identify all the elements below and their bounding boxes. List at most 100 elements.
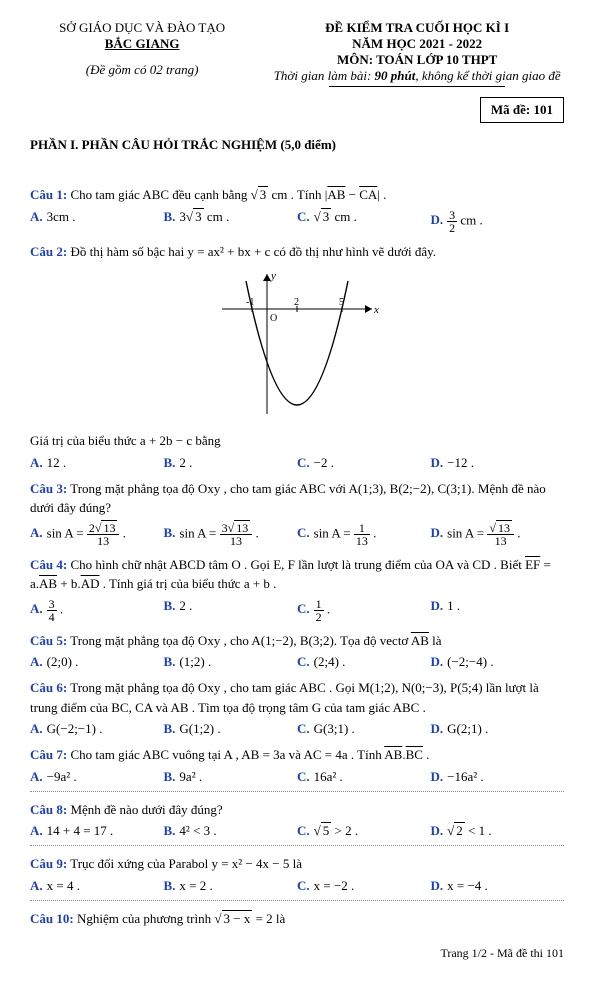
q2-options: A.12 . B.2 . C.−2 . D.−12 . bbox=[30, 455, 564, 471]
q2-optB: B.2 . bbox=[164, 455, 298, 471]
duration-suffix: , không kể thời gian giao đề bbox=[415, 68, 560, 83]
exam-duration: Thời gian làm bài: 90 phút, không kể thờ… bbox=[270, 68, 564, 84]
header: SỞ GIÁO DỤC VÀ ĐÀO TẠO BẮC GIANG (Đề gồm… bbox=[30, 20, 564, 89]
q6-num: Câu 6: bbox=[30, 680, 67, 695]
section-1-title: PHẦN I. PHẦN CÂU HỎI TRẮC NGHIỆM (5,0 đi… bbox=[30, 137, 564, 153]
svg-text:O: O bbox=[270, 313, 277, 324]
q1-optA: A.3cm . bbox=[30, 209, 164, 234]
q1-text1: Cho tam giác ABC đều cạnh bằng bbox=[67, 187, 250, 202]
question-6: Câu 6: Trong mặt phẳng tọa độ Oxy , cho … bbox=[30, 678, 564, 717]
header-right: ĐỀ KIỂM TRA CUỐI HỌC KÌ I NĂM HỌC 2021 -… bbox=[270, 20, 564, 89]
q8-optA: A.14 + 4 = 17 . bbox=[30, 823, 164, 839]
q9-optC: C.x = −2 . bbox=[297, 878, 431, 894]
q9-text: Trục đối xứng của Parabol y = x² − 4x − … bbox=[67, 856, 302, 871]
page-count: (Đề gồm có 02 trang) bbox=[30, 62, 254, 78]
q7-optD: D.−16a² . bbox=[431, 769, 565, 785]
question-10: Câu 10: Nghiệm của phương trình 3 − x = … bbox=[30, 909, 564, 929]
q1-options: A.3cm . B.33 cm . C.3 cm . D.32 cm . bbox=[30, 209, 564, 234]
q1-optB: B.33 cm . bbox=[164, 209, 298, 234]
q10-num: Câu 10: bbox=[30, 911, 74, 926]
org-line1: SỞ GIÁO DỤC VÀ ĐÀO TẠO bbox=[30, 20, 254, 36]
q6-optD: D.G(2;1) . bbox=[431, 721, 565, 737]
q9-optA: A.x = 4 . bbox=[30, 878, 164, 894]
q7-optB: B.9a² . bbox=[164, 769, 298, 785]
duration-prefix: Thời gian làm bài: bbox=[274, 68, 375, 83]
q2-text: Đồ thị hàm số bậc hai y = ax² + bx + c c… bbox=[67, 244, 436, 259]
q7-optA: A.−9a² . bbox=[30, 769, 164, 785]
svg-text:y: y bbox=[270, 270, 276, 282]
q4-num: Câu 4: bbox=[30, 557, 67, 572]
q3-optA: A.sin A = 21313 . bbox=[30, 522, 164, 547]
q6-text: Trong mặt phẳng tọa độ Oxy , cho tam giá… bbox=[30, 680, 539, 715]
q7-optC: C.16a² . bbox=[297, 769, 431, 785]
q6-options: A.G(−2;−1) . B.G(1;2) . C.G(3;1) . D.G(2… bbox=[30, 721, 564, 737]
q5-options: A.(2;0) . B.(1;2) . C.(2;4) . D.(−2;−4) … bbox=[30, 654, 564, 670]
q3-num: Câu 3: bbox=[30, 481, 67, 496]
q2-optA: A.12 . bbox=[30, 455, 164, 471]
question-3: Câu 3: Trong mặt phẳng tọa độ Oxy , cho … bbox=[30, 479, 564, 518]
exam-title3: MÔN: TOÁN LỚP 10 THPT bbox=[270, 52, 564, 68]
header-left: SỞ GIÁO DỤC VÀ ĐÀO TẠO BẮC GIANG (Đề gồm… bbox=[30, 20, 254, 89]
q2-optD: D.−12 . bbox=[431, 455, 565, 471]
q10-text2: = 2 là bbox=[252, 911, 285, 926]
q2-sub: Giá trị của biểu thức a + 2b − c bằng bbox=[30, 431, 564, 451]
q2-chart: x y O -1 2 5 bbox=[30, 269, 564, 423]
q9-num: Câu 9: bbox=[30, 856, 67, 871]
page-footer: Trang 1/2 - Mã đề thi 101 bbox=[30, 946, 564, 961]
q6-optC: C.G(3;1) . bbox=[297, 721, 431, 737]
question-4: Câu 4: Cho hình chữ nhật ABCD tâm O . Gọ… bbox=[30, 555, 564, 594]
q8-num: Câu 8: bbox=[30, 802, 67, 817]
q9-optD: D.x = −4 . bbox=[431, 878, 565, 894]
q7-options: A.−9a² . B.9a² . C.16a² . D.−16a² . bbox=[30, 769, 564, 785]
exam-title2: NĂM HỌC 2021 - 2022 bbox=[270, 36, 564, 52]
q5-text1: Trong mặt phẳng tọa độ Oxy , cho A(1;−2)… bbox=[67, 633, 411, 648]
org-line2: BẮC GIANG bbox=[30, 36, 254, 52]
q1-optD: D.32 cm . bbox=[431, 209, 565, 234]
exam-title1: ĐỀ KIỂM TRA CUỐI HỌC KÌ I bbox=[270, 20, 564, 36]
q5-optB: B.(1;2) . bbox=[164, 654, 298, 670]
q4-optC: C.12 . bbox=[297, 598, 431, 623]
q3-options: A.sin A = 21313 . B.sin A = 31313 . C.si… bbox=[30, 522, 564, 547]
q6-optB: B.G(1;2) . bbox=[164, 721, 298, 737]
question-2: Câu 2: Đồ thị hàm số bậc hai y = ax² + b… bbox=[30, 242, 564, 262]
q8-text: Mệnh đề nào dưới đây đúng? bbox=[67, 802, 222, 817]
question-8: Câu 8: Mệnh đề nào dưới đây đúng? bbox=[30, 800, 564, 820]
parabola-svg: x y O -1 2 5 bbox=[212, 269, 382, 419]
q5-num: Câu 5: bbox=[30, 633, 67, 648]
q1-optC: C.3 cm . bbox=[297, 209, 431, 234]
question-7: Câu 7: Cho tam giác ABC vuông tại A , AB… bbox=[30, 745, 564, 765]
q8-options: A.14 + 4 = 17 . B.4² < 3 . C.5 > 2 . D.2… bbox=[30, 823, 564, 839]
q3-optC: C.sin A = 113 . bbox=[297, 522, 431, 547]
q6-optA: A.G(−2;−1) . bbox=[30, 721, 164, 737]
q7-num: Câu 7: bbox=[30, 747, 67, 762]
q1-text2: cm . Tính bbox=[268, 187, 324, 202]
q4-text2: . Tính giá trị của biểu thức a + b . bbox=[99, 576, 276, 591]
q2-num: Câu 2: bbox=[30, 244, 67, 259]
q8-optD: D.2 < 1 . bbox=[431, 823, 565, 839]
q3-text: Trong mặt phẳng tọa độ Oxy , cho tam giá… bbox=[30, 481, 546, 516]
q5-text2: là bbox=[429, 633, 442, 648]
q4-text1: Cho hình chữ nhật ABCD tâm O . Gọi E, F … bbox=[67, 557, 525, 572]
q10-text1: Nghiệm của phương trình bbox=[74, 911, 215, 926]
q4-optD: D.1 . bbox=[431, 598, 565, 623]
q1-num: Câu 1: bbox=[30, 187, 67, 202]
question-1: Câu 1: Cho tam giác ABC đều cạnh bằng 3 … bbox=[30, 185, 564, 205]
q4-optB: B.2 . bbox=[164, 598, 298, 623]
svg-text:x: x bbox=[373, 304, 379, 316]
exam-code-box: Mã đề: 101 bbox=[480, 97, 564, 123]
q8-optB: B.4² < 3 . bbox=[164, 823, 298, 839]
question-9: Câu 9: Trục đối xứng của Parabol y = x² … bbox=[30, 854, 564, 874]
q5-optD: D.(−2;−4) . bbox=[431, 654, 565, 670]
q3-optD: D.sin A = 1313 . bbox=[431, 522, 565, 547]
q9-options: A.x = 4 . B.x = 2 . C.x = −2 . D.x = −4 … bbox=[30, 878, 564, 894]
q7-text: Cho tam giác ABC vuông tại A , AB = 3a v… bbox=[67, 747, 384, 762]
question-5: Câu 5: Trong mặt phẳng tọa độ Oxy , cho … bbox=[30, 631, 564, 651]
q4-optA: A.34 . bbox=[30, 598, 164, 623]
q2-optC: C.−2 . bbox=[297, 455, 431, 471]
q9-optB: B.x = 2 . bbox=[164, 878, 298, 894]
svg-text:2: 2 bbox=[294, 297, 299, 308]
q4-options: A.34 . B.2 . C.12 . D.1 . bbox=[30, 598, 564, 623]
duration-value: 90 phút bbox=[375, 68, 416, 83]
q8-optC: C.5 > 2 . bbox=[297, 823, 431, 839]
q3-optB: B.sin A = 31313 . bbox=[164, 522, 298, 547]
